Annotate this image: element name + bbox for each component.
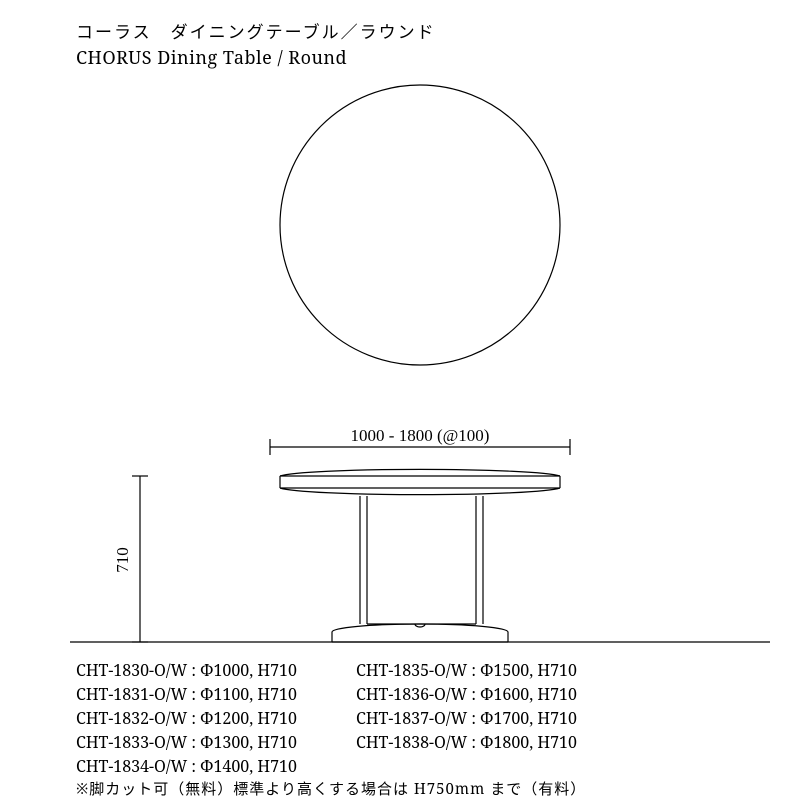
spec-row: CHT-1831-O/W : Φ1100, H710 bbox=[76, 682, 297, 706]
spec-row: CHT-1833-O/W : Φ1300, H710 bbox=[76, 730, 297, 754]
spec-column: CHT-1835-O/W : Φ1500, H710CHT-1836-O/W :… bbox=[356, 658, 577, 754]
spec-row: CHT-1835-O/W : Φ1500, H710 bbox=[356, 658, 577, 682]
spec-row: CHT-1838-O/W : Φ1800, H710 bbox=[356, 730, 577, 754]
spec-row: CHT-1832-O/W : Φ1200, H710 bbox=[76, 706, 297, 730]
spec-row: CHT-1837-O/W : Φ1700, H710 bbox=[356, 706, 577, 730]
spec-column: CHT-1830-O/W : Φ1000, H710CHT-1831-O/W :… bbox=[76, 658, 297, 778]
spec-row: CHT-1834-O/W : Φ1400, H710 bbox=[76, 754, 297, 778]
svg-text:710: 710 bbox=[113, 547, 132, 573]
footnote: ※脚カット可（無料）標準より高くする場合は H750mm まで（有料） bbox=[76, 778, 586, 799]
spec-row: CHT-1836-O/W : Φ1600, H710 bbox=[356, 682, 577, 706]
svg-text:1000 - 1800 (@100): 1000 - 1800 (@100) bbox=[351, 426, 490, 445]
page: コーラス ダイニングテーブル／ラウンド CHORUS Dining Table … bbox=[0, 0, 800, 800]
spec-row: CHT-1830-O/W : Φ1000, H710 bbox=[76, 658, 297, 682]
